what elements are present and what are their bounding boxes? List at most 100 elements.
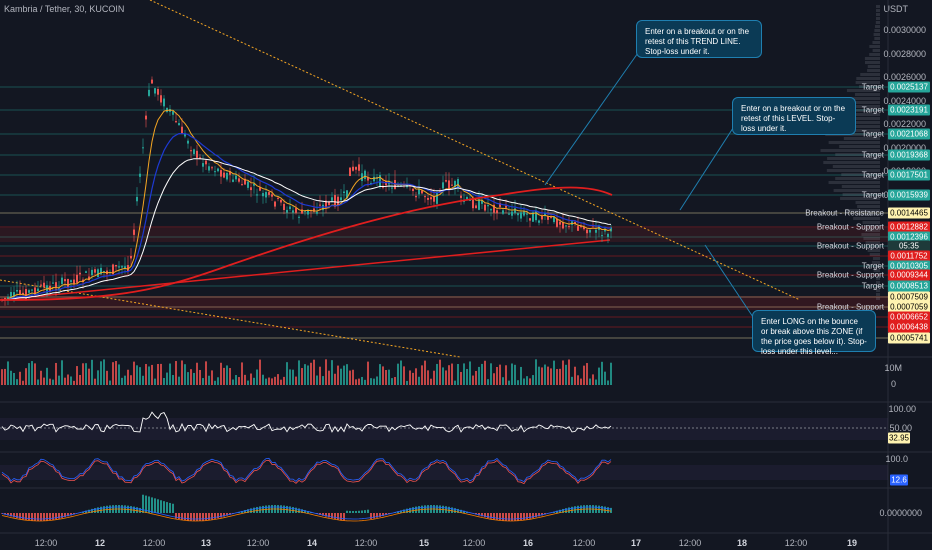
macd-histogram-bar: [31, 513, 33, 521]
volume-bar: [256, 369, 258, 385]
volume-profile-bar: [855, 81, 880, 84]
volume-bar: [529, 378, 531, 385]
time-tick-label: 12:00: [142, 538, 166, 548]
volume-bar: [442, 367, 444, 385]
volume-bar: [418, 376, 420, 385]
volume-bar: [364, 379, 366, 385]
level-label: Target: [861, 150, 884, 160]
volume-bar: [217, 377, 219, 385]
volume-bar: [595, 379, 597, 385]
volume-bar: [487, 379, 489, 385]
candle-body: [223, 172, 225, 178]
candle-body: [154, 88, 156, 94]
volume-bar: [514, 364, 516, 385]
macd-histogram-bar: [292, 507, 294, 513]
candle-body: [121, 266, 123, 268]
volume-profile-bar: [854, 101, 880, 104]
price-tag: 0.0006438: [888, 321, 930, 333]
volume-bar: [511, 363, 513, 385]
volume-profile-bar: [841, 173, 880, 176]
volume-bar: [544, 364, 546, 385]
price-tag: 0.0010305: [888, 260, 930, 272]
volume-profile-bar: [874, 273, 880, 276]
volume-bar: [463, 363, 465, 385]
macd-histogram-bar: [58, 513, 60, 519]
price-tag: 0.0023191: [888, 104, 930, 116]
volume-profile-bar: [825, 133, 880, 136]
macd-histogram-bar: [343, 513, 345, 521]
macd-histogram-bar: [1, 513, 3, 514]
note-level: Enter on a breakout or on the retest of …: [732, 97, 856, 135]
macd-histogram-bar: [514, 513, 516, 521]
candle-body: [529, 218, 531, 221]
volume-bar: [43, 377, 45, 385]
candle-body: [457, 179, 459, 188]
macd-histogram-bar: [154, 498, 156, 513]
volume-profile-bar: [857, 205, 880, 208]
candle-body: [337, 196, 339, 206]
volume-bar: [7, 361, 9, 385]
candle-body: [148, 89, 150, 96]
macd-histogram-bar: [136, 507, 138, 513]
volume-bar: [556, 369, 558, 385]
candle-body: [178, 123, 180, 126]
macd-histogram-bar: [223, 513, 225, 517]
volume-bar: [583, 365, 585, 385]
macd-histogram-bar: [166, 502, 168, 513]
volume-profile-bar: [874, 29, 880, 32]
macd-histogram-bar: [139, 507, 141, 513]
candle-body: [244, 178, 246, 185]
candle-body: [553, 216, 555, 223]
candle-body: [532, 212, 534, 222]
rsi-tick-100: 100.00: [888, 404, 916, 414]
volume-profile-bar: [872, 41, 880, 44]
volume-profile-bar: [876, 5, 880, 8]
candle-body: [607, 233, 609, 238]
volume-bar: [571, 376, 573, 385]
candle-body: [226, 172, 228, 180]
candle-body: [151, 79, 153, 84]
time-tick-label: 19: [846, 538, 858, 548]
volume-bar: [580, 378, 582, 385]
candle-body: [358, 164, 360, 171]
volume-bar: [157, 363, 159, 385]
candle-body: [133, 229, 135, 235]
candle-body: [160, 95, 162, 103]
macd-histogram-bar: [361, 510, 363, 513]
volume-bar: [331, 360, 333, 385]
volume-profile-bar: [867, 65, 880, 68]
macd-histogram-bar: [172, 503, 174, 513]
volume-profile-bar: [820, 149, 880, 152]
candle-body: [100, 267, 102, 275]
candle-body: [499, 203, 501, 207]
candle-body: [61, 277, 63, 284]
macd-histogram-bar: [298, 508, 300, 513]
candle-body: [55, 282, 57, 289]
callout-pointer: [704, 244, 756, 321]
volume-bar: [142, 375, 144, 385]
volume-bar: [394, 377, 396, 385]
volume-bar: [493, 373, 495, 385]
volume-bar: [16, 379, 18, 385]
volume-bar: [388, 369, 390, 385]
macd-histogram-bar: [85, 510, 87, 513]
candle-body: [496, 210, 498, 214]
candle-body: [589, 229, 591, 233]
candle-body: [22, 292, 24, 295]
volume-profile-bar: [875, 25, 880, 28]
volume-bar: [109, 380, 111, 385]
candle-body: [199, 157, 201, 159]
volume-bar: [427, 370, 429, 385]
volume-bar: [103, 359, 105, 385]
candle-body: [10, 291, 12, 299]
candle-body: [139, 173, 141, 177]
candle-body: [487, 205, 489, 207]
volume-profile-bar: [869, 253, 880, 256]
volume-bar: [550, 368, 552, 385]
volume-bar: [547, 366, 549, 385]
macd-histogram-bar: [328, 513, 330, 518]
volume-bar: [253, 377, 255, 385]
macd-histogram-bar: [151, 497, 153, 513]
